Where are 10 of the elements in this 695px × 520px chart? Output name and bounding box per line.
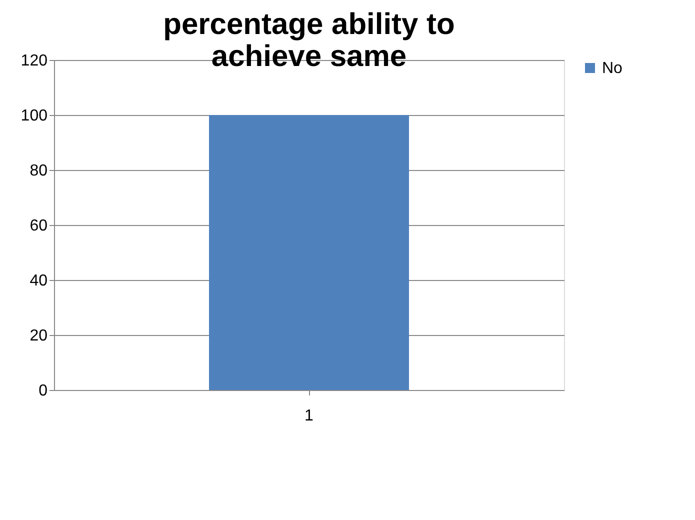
y-tick-label: 40 [30,272,48,290]
legend-label: No [602,60,623,77]
y-tick-label: 60 [30,218,48,234]
chart-title: percentage ability to achieve same [163,8,455,73]
y-tick-label: 120 [20,52,48,70]
y-tick-label: 80 [30,162,48,180]
y-tick-label: 100 [20,108,48,124]
y-tick-label: 20 [30,328,48,344]
x-tick-label: 1 [304,408,314,424]
y-tick-label: 0 [38,382,48,400]
